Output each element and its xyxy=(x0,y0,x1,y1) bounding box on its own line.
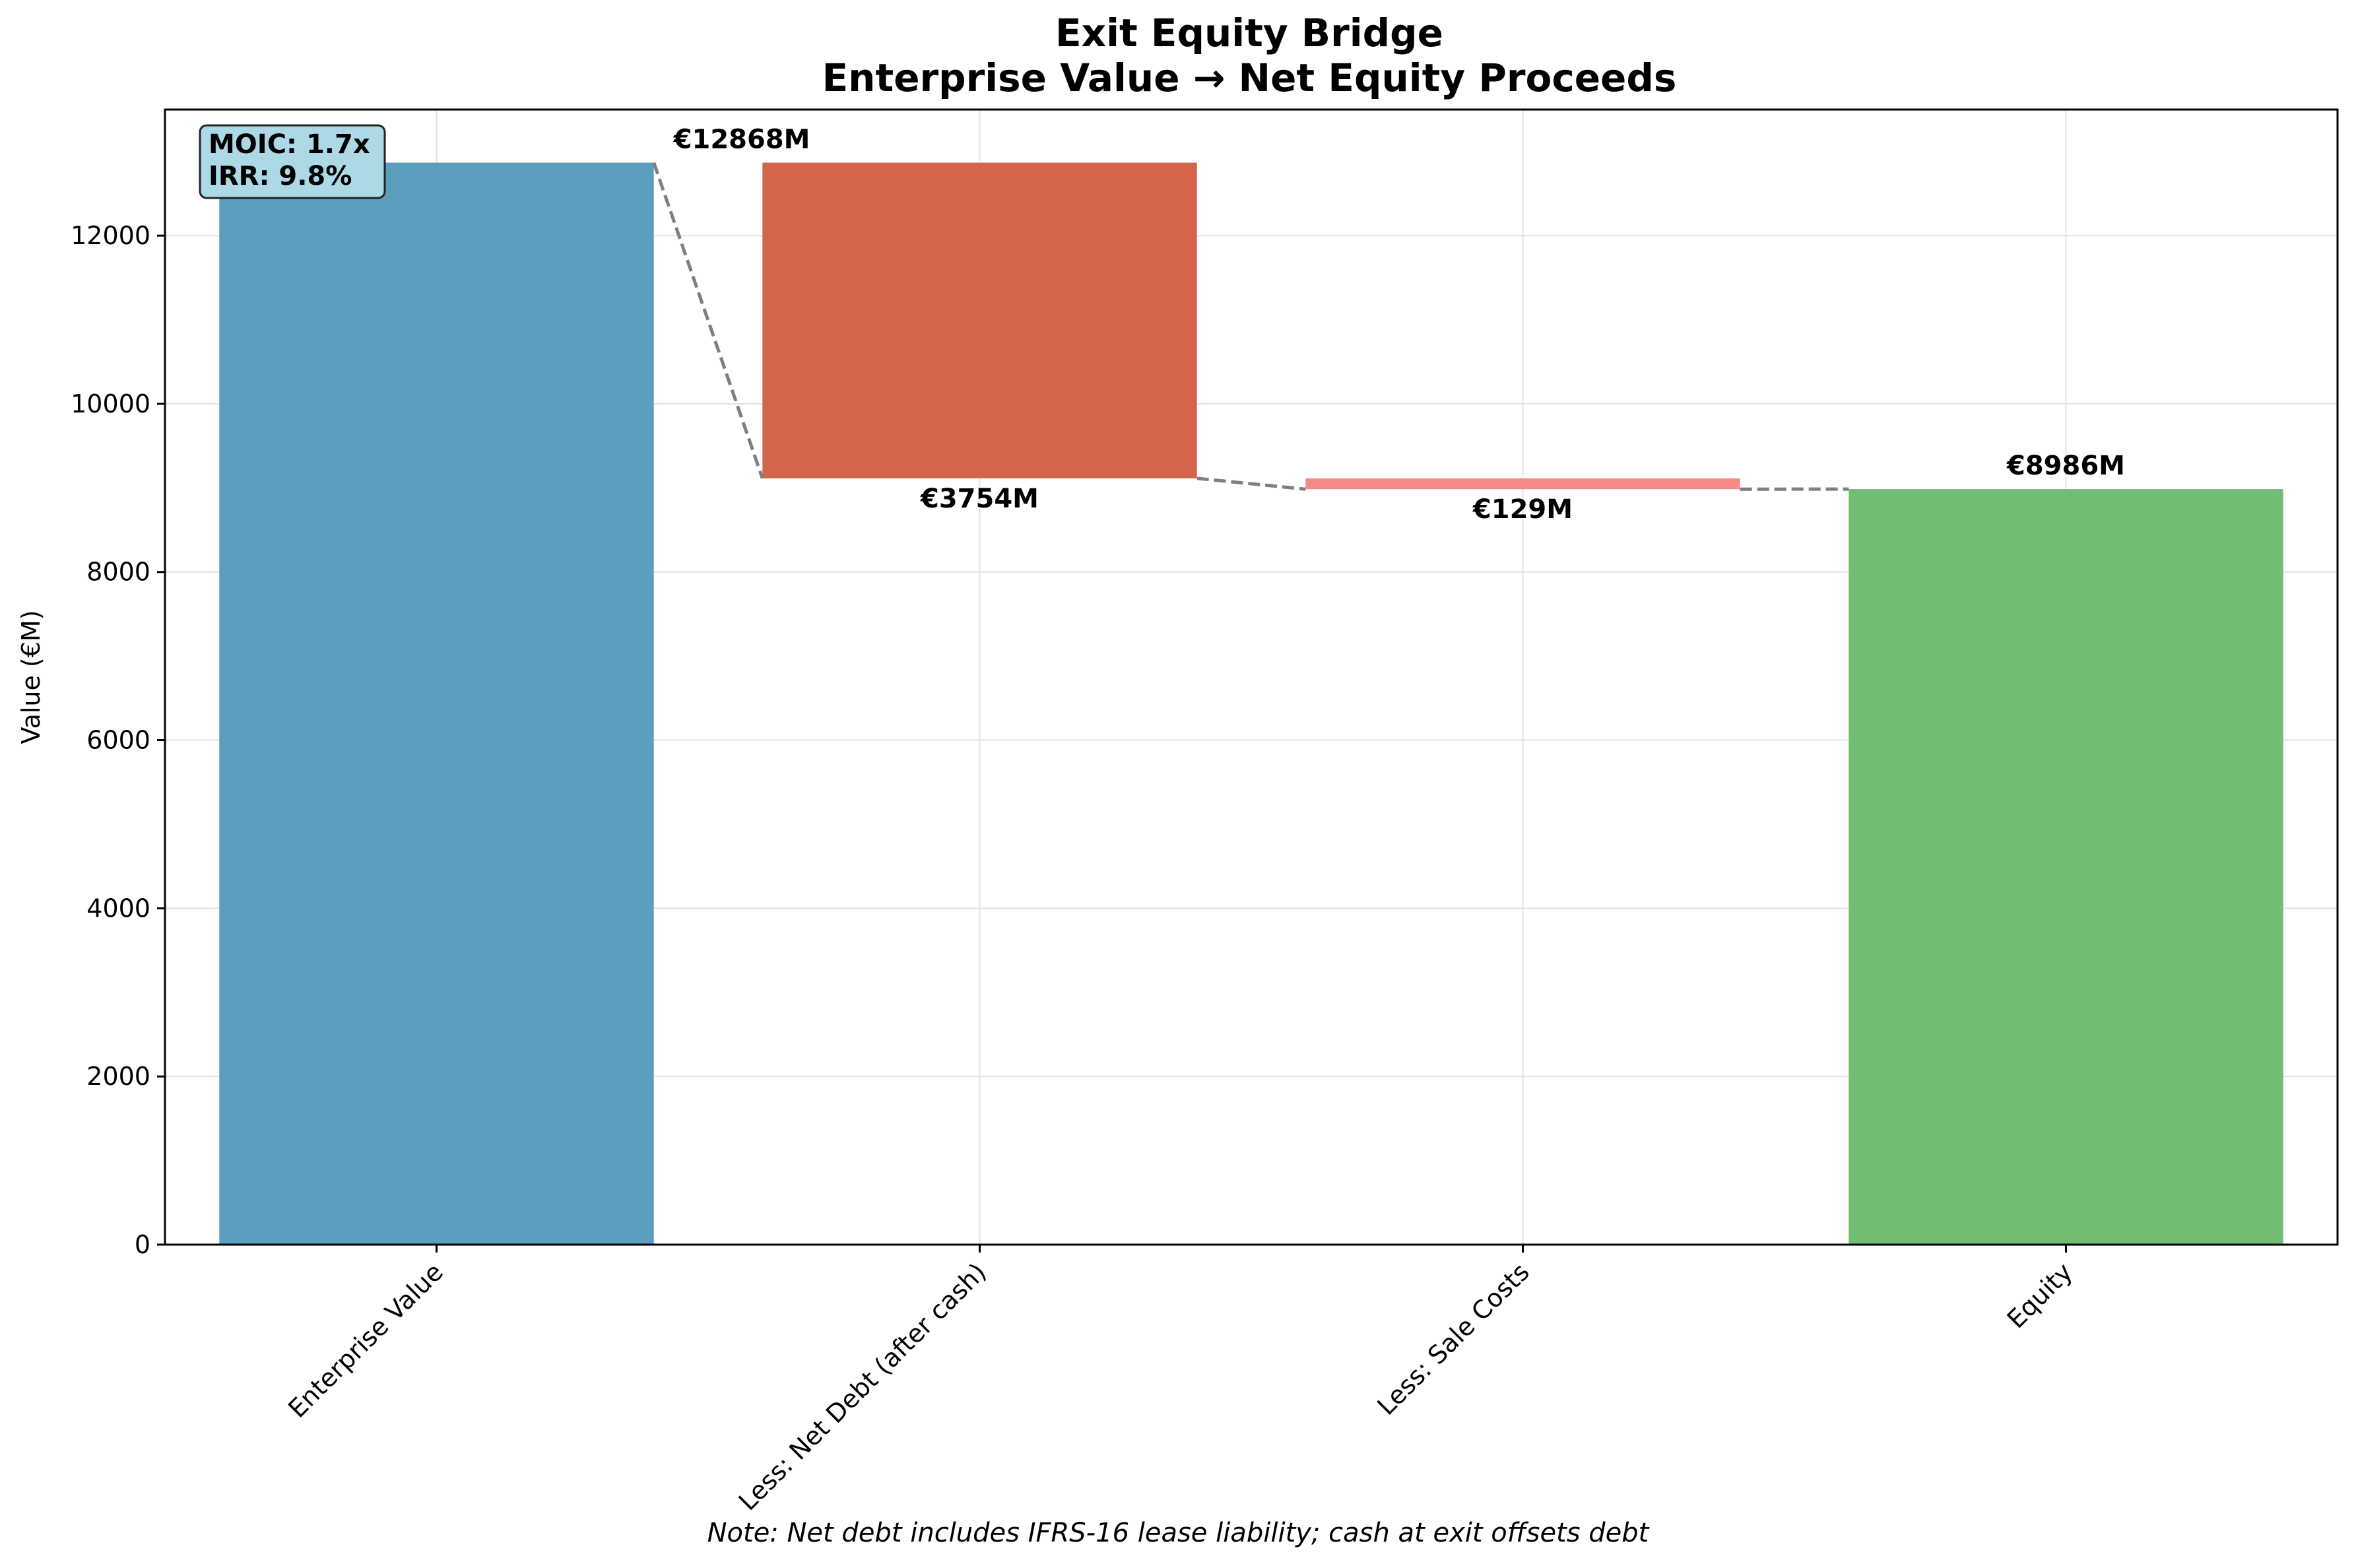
bar-less-sale-costs xyxy=(1305,478,1740,490)
y-tick-label: 12000 xyxy=(71,221,150,250)
y-tick-label: 10000 xyxy=(71,389,150,418)
data-labels: €12868M €3754M €129M €8986M xyxy=(673,125,2125,525)
annotation-moic: MOIC: 1.7x xyxy=(209,129,370,160)
x-axis-ticks: Enterprise Value Less: Net Debt (after ca… xyxy=(282,1245,2078,1516)
bar-value-label: €8986M xyxy=(2006,451,2125,481)
x-tick-label: Less: Net Debt (after cash) xyxy=(733,1257,992,1516)
bar-value-label: €129M xyxy=(1472,494,1573,525)
chart-title-line1: Exit Equity Bridge xyxy=(1055,11,1443,55)
bars xyxy=(219,162,2283,1245)
y-tick-label: 0 xyxy=(135,1230,150,1259)
bar-enterprise-value xyxy=(219,162,654,1245)
moic-irr-annotation: MOIC: 1.7x IRR: 9.8% xyxy=(199,124,386,199)
chart-title-line2: Enterprise Value → Net Equity Proceeds xyxy=(822,55,1677,100)
bar-equity xyxy=(1849,489,2283,1245)
bar-less-net-debt-after-cash xyxy=(762,162,1197,478)
y-axis-ticks: 0 2000 4000 6000 8000 10000 12000 xyxy=(71,221,165,1259)
chart-note: Note: Net debt includes IFRS-16 lease li… xyxy=(707,1518,1650,1548)
y-tick-label: 4000 xyxy=(86,894,150,923)
connectors xyxy=(652,162,1849,491)
x-tick-label: Less: Sale Costs xyxy=(1371,1257,1535,1421)
y-tick-label: 6000 xyxy=(86,726,150,755)
plot-frame xyxy=(164,108,2339,1246)
annotation-box xyxy=(199,124,386,199)
y-tick-label: 8000 xyxy=(86,558,150,587)
x-tick-label: Enterprise Value xyxy=(282,1257,449,1423)
bar-value-label: €3754M xyxy=(920,484,1039,514)
bar-value-label: €12868M xyxy=(673,125,810,155)
connector-line xyxy=(1196,476,1306,491)
y-tick-label: 2000 xyxy=(86,1062,150,1091)
y-axis-label: Value (€M) xyxy=(16,610,46,744)
annotation-irr: IRR: 9.8% xyxy=(209,161,352,191)
connector-line xyxy=(652,162,764,479)
x-tick-label: Equity xyxy=(2002,1257,2078,1334)
